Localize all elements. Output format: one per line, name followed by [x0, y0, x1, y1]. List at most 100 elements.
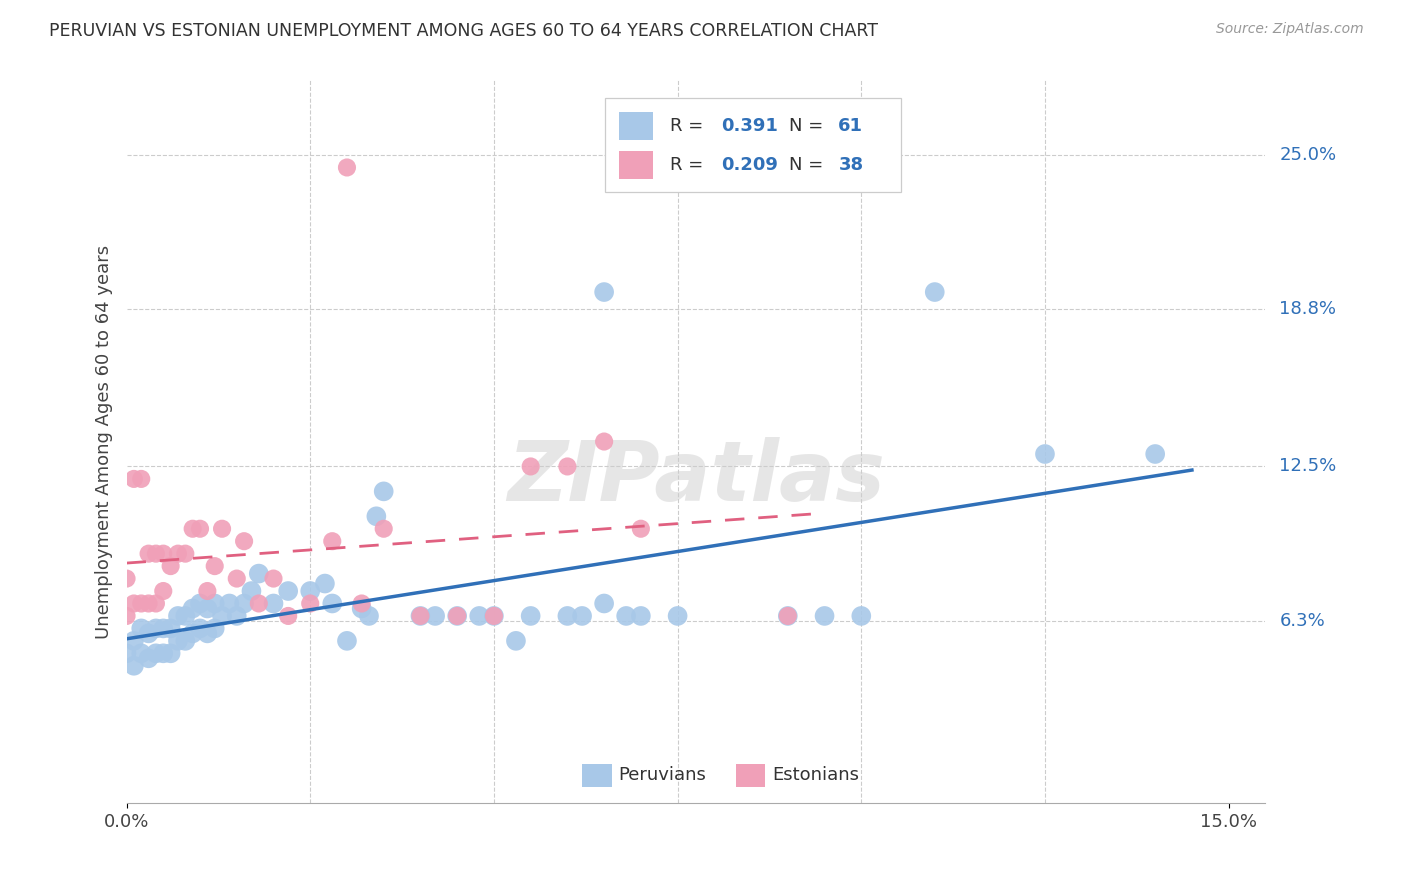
Point	[152, 547, 174, 561]
Point	[263, 597, 285, 611]
Point	[446, 609, 468, 624]
Point	[277, 584, 299, 599]
Point	[1033, 447, 1056, 461]
Point	[423, 609, 446, 624]
Point	[409, 609, 432, 624]
Point	[519, 609, 541, 624]
Point	[630, 609, 652, 624]
Text: 0.209: 0.209	[721, 156, 778, 174]
Point	[321, 534, 343, 549]
Point	[138, 597, 160, 611]
Point	[159, 621, 181, 635]
Text: R =: R =	[669, 156, 703, 174]
Point	[593, 285, 616, 299]
Point	[211, 609, 233, 624]
Point	[218, 597, 240, 611]
Point	[167, 633, 190, 648]
Point	[446, 609, 468, 624]
Point	[211, 522, 233, 536]
Point	[373, 484, 395, 499]
Point	[122, 597, 145, 611]
Point	[145, 597, 167, 611]
Point	[468, 609, 491, 624]
Point	[409, 609, 432, 624]
Text: PERUVIAN VS ESTONIAN UNEMPLOYMENT AMONG AGES 60 TO 64 YEARS CORRELATION CHART: PERUVIAN VS ESTONIAN UNEMPLOYMENT AMONG …	[49, 22, 879, 40]
Point	[122, 658, 145, 673]
Text: Peruvians: Peruvians	[619, 766, 706, 784]
Point	[277, 609, 299, 624]
Point	[167, 547, 190, 561]
Point	[181, 522, 204, 536]
Point	[204, 597, 226, 611]
Point	[321, 597, 343, 611]
Point	[593, 434, 616, 449]
Text: 38: 38	[838, 156, 863, 174]
Point	[115, 572, 138, 586]
Text: N =: N =	[789, 117, 824, 135]
Point	[593, 597, 616, 611]
Text: 6.3%: 6.3%	[1279, 612, 1324, 630]
Point	[571, 609, 593, 624]
Point	[159, 559, 181, 574]
Point	[366, 509, 388, 524]
Text: Source: ZipAtlas.com: Source: ZipAtlas.com	[1216, 22, 1364, 37]
Point	[174, 609, 197, 624]
Point	[167, 609, 190, 624]
Point	[181, 601, 204, 615]
Point	[115, 646, 138, 660]
Point	[188, 597, 211, 611]
Point	[138, 547, 160, 561]
Point	[519, 459, 541, 474]
Text: R =: R =	[669, 117, 703, 135]
Point	[482, 609, 505, 624]
Point	[482, 609, 505, 624]
Point	[152, 646, 174, 660]
Point	[129, 646, 152, 660]
Point	[122, 633, 145, 648]
Point	[204, 621, 226, 635]
Y-axis label: Unemployment Among Ages 60 to 64 years: Unemployment Among Ages 60 to 64 years	[94, 244, 112, 639]
Text: Estonians: Estonians	[772, 766, 859, 784]
Point	[263, 572, 285, 586]
Text: 0.391: 0.391	[721, 117, 778, 135]
Point	[195, 626, 218, 640]
Point	[1144, 447, 1167, 461]
Point	[115, 609, 138, 624]
Text: 12.5%: 12.5%	[1279, 458, 1337, 475]
Point	[314, 576, 336, 591]
Point	[138, 651, 160, 665]
Point	[666, 609, 689, 624]
Point	[174, 547, 197, 561]
Point	[145, 547, 167, 561]
Point	[505, 633, 527, 648]
FancyBboxPatch shape	[605, 98, 901, 193]
FancyBboxPatch shape	[735, 764, 765, 787]
Point	[195, 584, 218, 599]
Point	[181, 626, 204, 640]
Point	[129, 621, 152, 635]
Point	[129, 472, 152, 486]
Point	[776, 609, 799, 624]
Text: 25.0%: 25.0%	[1279, 146, 1337, 164]
Point	[233, 534, 256, 549]
Point	[614, 609, 637, 624]
FancyBboxPatch shape	[582, 764, 612, 787]
Point	[225, 609, 247, 624]
Point	[152, 621, 174, 635]
Point	[159, 646, 181, 660]
Point	[813, 609, 835, 624]
Point	[195, 601, 218, 615]
Point	[225, 572, 247, 586]
Text: 18.8%: 18.8%	[1279, 301, 1336, 318]
Point	[129, 597, 152, 611]
Point	[122, 472, 145, 486]
Point	[247, 566, 270, 581]
Point	[557, 609, 579, 624]
Point	[851, 609, 873, 624]
Point	[240, 584, 263, 599]
Point	[350, 601, 373, 615]
Point	[336, 161, 359, 175]
Point	[233, 597, 256, 611]
Point	[299, 584, 322, 599]
Point	[188, 621, 211, 635]
